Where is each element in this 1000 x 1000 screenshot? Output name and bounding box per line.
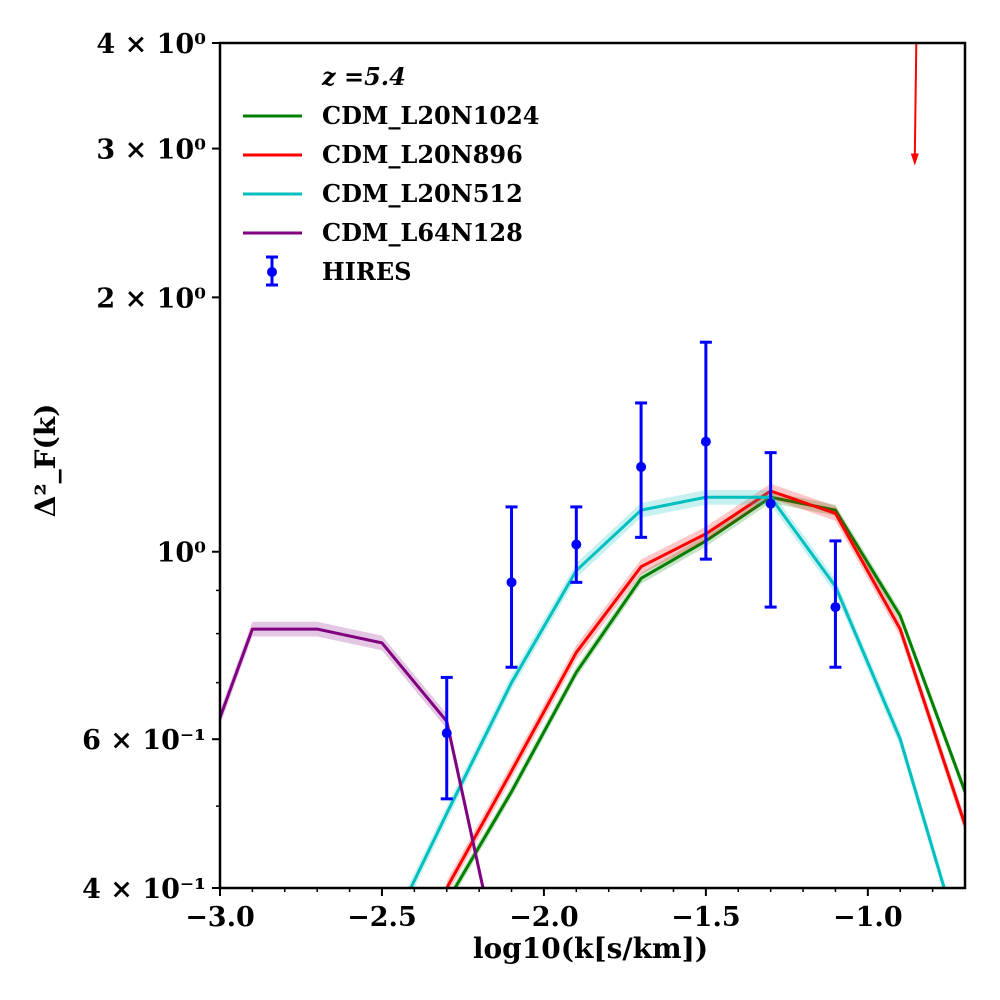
data-marker [765,498,776,509]
legend-label-hires: HIRES [322,257,411,286]
data-marker [571,539,582,550]
series-line-CDM_L64N128 [220,627,485,888]
plot-area [220,43,965,888]
x-tick-label: −2.5 [347,902,417,933]
y-tick-label: 6 × 10⁻¹ [82,725,206,756]
data-point-hires [635,401,648,539]
x-tick-label: −2.0 [509,902,579,933]
axes-frame [218,41,967,890]
y-tick-label: 2 × 10⁰ [96,283,206,314]
data-marker [700,436,711,447]
legend-redshift-label: z =5.4 [321,62,406,91]
y-tick-label: 10⁰ [157,538,207,569]
series-line-CDM_L20N512 [409,495,946,888]
data-marker [506,577,517,588]
data-point-hires [764,451,777,609]
data-marker [830,602,841,613]
series-band-CDM_L64N128 [220,621,485,888]
y-tick-label: 4 × 10⁰ [96,29,206,60]
legend-label-CDM_L20N1024: CDM_L20N1024 [322,101,540,130]
x-tick-label: −3.0 [185,902,255,933]
legend-label-CDM_L20N512: CDM_L20N512 [322,179,523,208]
data-point-hires [505,505,518,669]
y-tick-label: 3 × 10⁰ [96,135,206,166]
legend-label-CDM_L20N896: CDM_L20N896 [322,140,523,169]
x-tick-label: −1.5 [671,902,741,933]
data-point-hires [440,675,453,801]
y-axis-title: Δ²_F(k) [29,404,62,518]
x-axis-title: log10(k[s/km]) [473,932,708,965]
legend-label-CDM_L64N128: CDM_L64N128 [322,218,523,247]
legend-marker [267,267,277,277]
data-point-hires [570,505,583,584]
x-tick-label: −1.0 [833,902,903,933]
data-point-hires [699,340,712,561]
legend: z =5.4 CDM_L20N1024 CDM_L20N896 CDM_L20N512… [243,62,540,287]
arrow-shaft [913,43,918,158]
y-tick-label: 4 × 10⁻¹ [82,874,206,905]
arrow-head [910,153,919,166]
data-marker [441,728,452,739]
data-marker [636,461,647,472]
data-point-hires [829,539,842,669]
